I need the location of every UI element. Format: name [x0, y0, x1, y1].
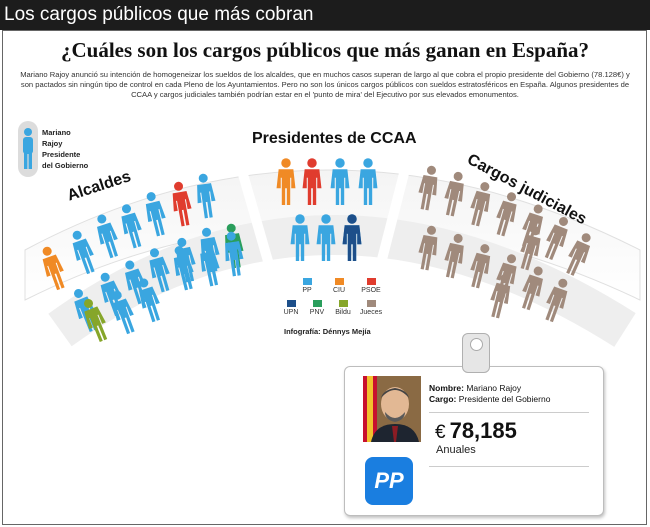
window-title-bar: Los cargos públicos que más cobran [0, 0, 650, 30]
person-figure-pp [139, 278, 160, 323]
party-logo-text: PP [374, 468, 404, 493]
card-name: Nombre: Mariano Rajoy [429, 383, 521, 393]
headline: ¿Cuáles son los cargos públicos que más … [60, 38, 590, 62]
card-role: Cargo: Presidente del Gobierno [429, 394, 550, 404]
party-logo-pp: PP [365, 457, 413, 505]
person-figure-jueces [470, 244, 491, 289]
card-role-label: Cargo: [429, 394, 457, 404]
card-role-value: Presidente del Gobierno [458, 394, 551, 404]
person-figure-pp [290, 214, 310, 261]
person-figure-jueces [544, 216, 568, 261]
person-figure-pp [330, 158, 350, 205]
gov-chip-line: del Gobierno [42, 161, 89, 170]
figures-presidentes [276, 158, 378, 261]
person-figure-pp [72, 230, 95, 275]
salary-value: 78,185 [449, 418, 517, 443]
legend-label: Bildu [335, 309, 351, 316]
legend-item-pp: PP [292, 278, 322, 294]
figures-judiciales [418, 165, 591, 323]
intro-paragraph: Mariano Rajoy anunció su intención de ho… [20, 70, 630, 99]
currency-symbol: € [435, 422, 446, 443]
person-figure-pp [225, 231, 244, 277]
person-figure-psoe [172, 181, 192, 227]
person-figure-pp [200, 241, 220, 287]
legend-swatch [334, 278, 344, 285]
legend-item-ciu: CIU [324, 278, 354, 294]
person-figure-ciu [42, 246, 65, 291]
person-figure-jueces [490, 274, 511, 319]
person-figure-jueces [566, 233, 591, 276]
gov-chip-line: Presidente [42, 150, 81, 159]
legend-label: Jueces [359, 309, 383, 316]
legend-swatch [286, 300, 296, 307]
group-label-presidentes: Presidentes de CCAA [252, 130, 417, 147]
legend-label: PP [302, 287, 312, 294]
person-figure-jueces [418, 165, 438, 211]
legend-item-bildu: Bildu [328, 300, 358, 316]
person-figure-pp [121, 204, 142, 249]
person-figure-jueces [444, 233, 464, 279]
gov-chip-line: Mariano [42, 128, 71, 137]
salary-period: Anuales [436, 444, 476, 456]
gov-chip: Mariano Rajoy Presidente del Gobierno [16, 119, 96, 179]
legend-label: CIU [332, 287, 346, 294]
person-figure-upn [342, 214, 362, 261]
person-figure-pp [97, 214, 118, 259]
gov-chip-line: Rajoy [42, 139, 63, 148]
legend-label: PSOE [361, 287, 381, 294]
legend-item-upn: UPN [276, 300, 306, 316]
person-figure-pp [112, 290, 135, 335]
person-figure-pp [358, 158, 378, 205]
credit: Infografía: Dénnys Mejía [284, 327, 371, 336]
legend-item-jueces: Jueces [356, 300, 386, 316]
person-figure-pp [145, 192, 166, 237]
legend-label: UPN [283, 309, 299, 316]
person-figure-ciu [276, 158, 296, 205]
party-legend: PP CIU PSOE UPN PNV Bildu Jueces [280, 278, 400, 324]
person-figure-jueces [522, 266, 543, 311]
fan-divider-right [373, 148, 415, 277]
person-figure-pp [149, 248, 170, 293]
legend-swatch [366, 300, 376, 307]
person-figure-pp [197, 173, 216, 219]
legend-label: PNV [309, 309, 325, 316]
person-figure-pp [173, 246, 194, 291]
person-figure-psoe [302, 158, 322, 205]
person-figure-jueces [444, 171, 464, 217]
person-figure-jueces [520, 226, 541, 271]
legend-item-pnv: PNV [302, 300, 332, 316]
person-figure-jueces [418, 225, 438, 271]
legend-item-psoe: PSOE [356, 278, 386, 294]
card-pin [462, 333, 490, 373]
legend-swatch [366, 278, 376, 285]
card-name-label: Nombre: [429, 383, 464, 393]
portrait-icon [363, 376, 421, 442]
person-figure-pp [316, 214, 336, 261]
legend-swatch [312, 300, 322, 307]
detail-card: Nombre: Mariano Rajoy Cargo: Presidente … [344, 366, 604, 516]
card-name-value: Mariano Rajoy [466, 383, 522, 393]
person-icon [23, 128, 33, 169]
person-figure-jueces [470, 182, 491, 227]
pin-hole [470, 338, 483, 351]
figures-alcaldes [42, 173, 244, 343]
portrait-photo [363, 376, 421, 442]
person-figure-jueces [545, 278, 568, 323]
gov-chip-text: Mariano Rajoy Presidente del Gobierno [42, 127, 88, 171]
legend-swatch [302, 278, 312, 285]
salary-amount: €78,185 [435, 418, 517, 444]
person-figure-jueces [496, 192, 517, 237]
card-divider [429, 466, 589, 467]
person-figure-bildu [84, 298, 108, 343]
legend-swatch [338, 300, 348, 307]
card-divider [429, 412, 589, 413]
window-title: Los cargos públicos que más cobran [4, 4, 314, 25]
fan-divider-left [231, 148, 277, 277]
